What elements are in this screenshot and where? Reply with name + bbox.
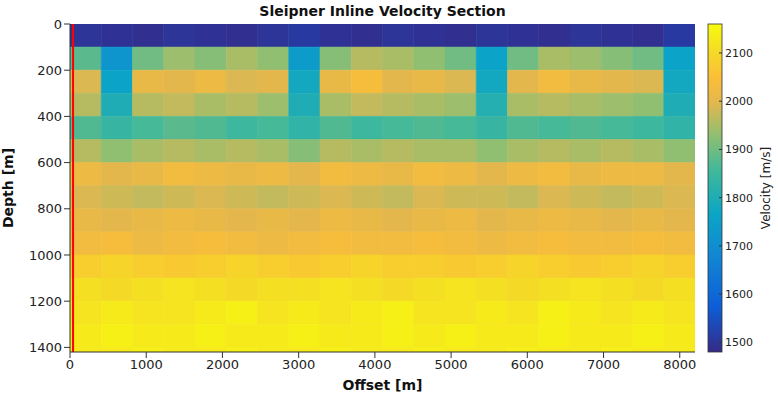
svg-text:0: 0: [66, 357, 74, 372]
svg-text:5000: 5000: [435, 357, 468, 372]
svg-text:8000: 8000: [663, 357, 696, 372]
svg-text:2000: 2000: [206, 357, 239, 372]
svg-text:1400: 1400: [29, 340, 62, 355]
svg-text:Depth [m]: Depth [m]: [0, 148, 16, 228]
svg-text:1800: 1800: [725, 192, 753, 205]
svg-text:Velocity [m/s]: Velocity [m/s]: [759, 147, 773, 229]
html-text:Sleipner Inline Velocity Secti: Sleipner Inline Velocity Section: [259, 3, 506, 19]
svg-text:1500: 1500: [725, 336, 753, 349]
svg-text:2100: 2100: [725, 47, 753, 60]
svg-text:3000: 3000: [282, 357, 315, 372]
svg-text:400: 400: [37, 109, 62, 124]
svg-text:600: 600: [37, 155, 62, 170]
svg-text:1000: 1000: [130, 357, 163, 372]
svg-text:1200: 1200: [29, 294, 62, 309]
svg-text:1900: 1900: [725, 143, 753, 156]
svg-text:1700: 1700: [725, 240, 753, 253]
svg-text:1000: 1000: [29, 248, 62, 263]
svg-text:6000: 6000: [511, 357, 544, 372]
svg-text:7000: 7000: [587, 357, 620, 372]
svg-text:2000: 2000: [725, 95, 753, 108]
svg-text:800: 800: [37, 201, 62, 216]
svg-text:Offset [m]: Offset [m]: [342, 377, 422, 393]
svg-text:200: 200: [37, 63, 62, 78]
svg-text:0: 0: [54, 17, 62, 32]
svg-text:1600: 1600: [725, 288, 753, 301]
svg-text:4000: 4000: [358, 357, 391, 372]
